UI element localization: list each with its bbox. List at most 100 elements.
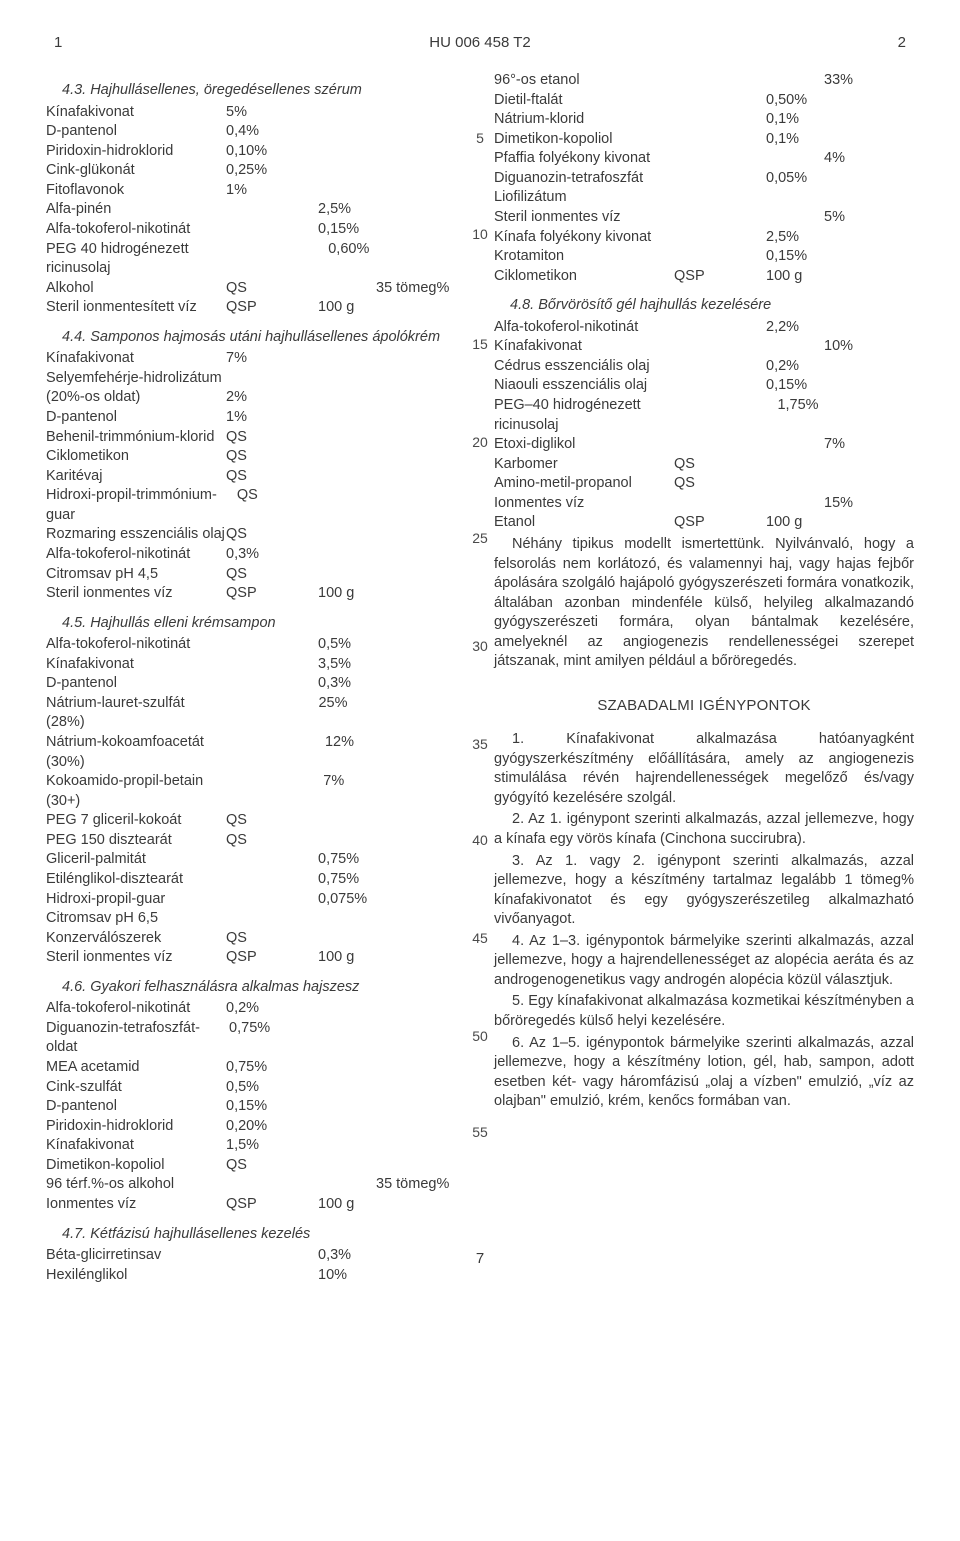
value-cell xyxy=(226,850,318,870)
value-cell xyxy=(318,349,376,369)
value-cell xyxy=(766,455,824,475)
ingredient-label: Cédrus esszenciális olaj xyxy=(494,357,674,377)
ingredient-label: D-pantenol xyxy=(46,1097,226,1117)
value-cell: 1% xyxy=(226,181,318,201)
value-cell xyxy=(226,1246,318,1266)
value-cell: 12% xyxy=(325,733,380,772)
value-cell xyxy=(318,1175,376,1195)
table-row: Béta-glicirretinsav0,3% xyxy=(46,1246,466,1266)
value-cell: QSP xyxy=(226,298,318,318)
value-cell xyxy=(377,1019,466,1058)
value-cell: 100 g xyxy=(766,513,824,533)
value-cell xyxy=(376,388,466,408)
right-column: 96°-os etanol33%Dietil-ftalát0,50%Nátriu… xyxy=(494,71,914,1285)
value-cell xyxy=(376,909,466,929)
value-cell: QSP xyxy=(674,513,766,533)
table-row: Kínafa folyékony kivonat2,5% xyxy=(494,228,914,248)
value-cell: 4% xyxy=(824,149,914,169)
value-cell: 0,2% xyxy=(226,999,318,1019)
value-cell xyxy=(376,525,466,545)
ingredient-label: Kínafa folyékony kivonat xyxy=(494,228,674,248)
value-cell xyxy=(318,1097,376,1117)
value-cell xyxy=(226,220,318,240)
value-cell: 25% xyxy=(318,694,376,733)
value-cell xyxy=(376,870,466,890)
value-cell: 0,75% xyxy=(318,850,376,870)
value-cell: QS xyxy=(226,929,318,949)
value-cell: 0,075% xyxy=(318,890,376,910)
ingredient-label: Kínafakivonat xyxy=(494,337,674,357)
value-cell xyxy=(824,110,914,130)
value-cell xyxy=(318,811,376,831)
value-cell xyxy=(674,247,766,267)
ingredient-label: Cink-szulfát xyxy=(46,1078,226,1098)
ingredient-label: Alkohol xyxy=(46,279,226,299)
table-row: D-pantenol0,3% xyxy=(46,674,466,694)
ingredient-label: Béta-glicirretinsav xyxy=(46,1246,226,1266)
value-cell xyxy=(226,635,318,655)
header-center: HU 006 458 T2 xyxy=(429,34,530,51)
value-cell xyxy=(382,240,466,279)
value-cell xyxy=(325,486,380,525)
value-cell: 5% xyxy=(824,208,914,228)
ingredient-label: Dimetikon-kopoliol xyxy=(46,1156,226,1176)
value-cell: 0,75% xyxy=(229,1019,320,1058)
table-row: Alfa-pinén2,5% xyxy=(46,200,466,220)
table-row: Hexilénglikol10% xyxy=(46,1266,466,1286)
value-cell xyxy=(674,494,766,514)
value-cell xyxy=(237,733,325,772)
claim-paragraph: 3. Az 1. vagy 2. igénypont szerinti alka… xyxy=(494,852,914,930)
value-cell: 10% xyxy=(824,337,914,357)
value-cell xyxy=(376,161,466,181)
section-title: 4.7. Kétfázisú hajhullásellenes kezelés xyxy=(62,1225,466,1245)
value-cell xyxy=(376,1117,466,1137)
value-cell xyxy=(674,228,766,248)
value-cell: QS xyxy=(226,1156,318,1176)
table-row: Fitoflavonok1% xyxy=(46,181,466,201)
value-cell xyxy=(318,408,376,428)
value-cell xyxy=(376,298,466,318)
table-row: Cink-glükonát0,25% xyxy=(46,161,466,181)
ingredient-label: Piridoxin-hidroklorid xyxy=(46,1117,226,1137)
ingredient-label: Hidroxi-propil-trimmónium-guar xyxy=(46,486,237,525)
value-cell xyxy=(674,208,766,228)
table-row: Ionmentes vízQSP100 g xyxy=(46,1195,466,1215)
ingredient-label: Nátrium-lauret-szulfát (28%) xyxy=(46,694,227,733)
value-cell xyxy=(766,149,824,169)
value-cell: 0,1% xyxy=(766,110,824,130)
table-row: KaritévajQS xyxy=(46,467,466,487)
table-row: Kínafakivonat 10% xyxy=(494,337,914,357)
table-row: Alfa-tokoferol-nikotinát2,2% xyxy=(494,318,914,338)
table-row: Kínafakivonat3,5% xyxy=(46,655,466,675)
value-cell xyxy=(376,408,466,428)
value-cell: QS xyxy=(226,831,318,851)
value-cell xyxy=(824,169,914,189)
table-row: Hidroxi-propil-trimmónium-guarQS xyxy=(46,486,466,525)
table-row: CiklometikonQS xyxy=(46,447,466,467)
table-row: Etoxi-diglikol7% xyxy=(494,435,914,455)
ingredient-label: Alfa-pinén xyxy=(46,200,226,220)
value-cell xyxy=(824,455,914,475)
table-row: Krotamiton0,15% xyxy=(494,247,914,267)
table-row: Steril ionmentesített vízQSP100 g xyxy=(46,298,466,318)
header-left: 1 xyxy=(54,34,62,51)
ingredient-label: Ciklometikon xyxy=(46,447,226,467)
ingredient-label: Gliceril-palmitát xyxy=(46,850,226,870)
value-cell xyxy=(243,240,329,279)
value-cell xyxy=(376,1136,466,1156)
value-cell xyxy=(766,208,824,228)
value-cell: 15% xyxy=(824,494,914,514)
value-cell: QS xyxy=(674,474,766,494)
ingredient-label: 96°-os etanol xyxy=(494,71,674,91)
ingredient-label: Alfa-tokoferol-nikotinát xyxy=(46,545,226,565)
section-title: 4.4. Samponos hajmosás utáni hajhullásel… xyxy=(62,328,466,348)
value-cell: 35 tömeg% xyxy=(376,279,466,299)
ingredient-label: Liofilizátum xyxy=(494,188,674,208)
value-cell: QSP xyxy=(226,584,318,604)
table-row: Diguanozin-tetrafoszfát-oldat0,75% xyxy=(46,1019,466,1058)
value-cell xyxy=(831,396,914,435)
table-row: Kínafakivonat7% xyxy=(46,349,466,369)
ingredient-label: Ciklometikon xyxy=(494,267,674,287)
ingredient-label: Etanol xyxy=(494,513,674,533)
table-row: D-pantenol0,4% xyxy=(46,122,466,142)
